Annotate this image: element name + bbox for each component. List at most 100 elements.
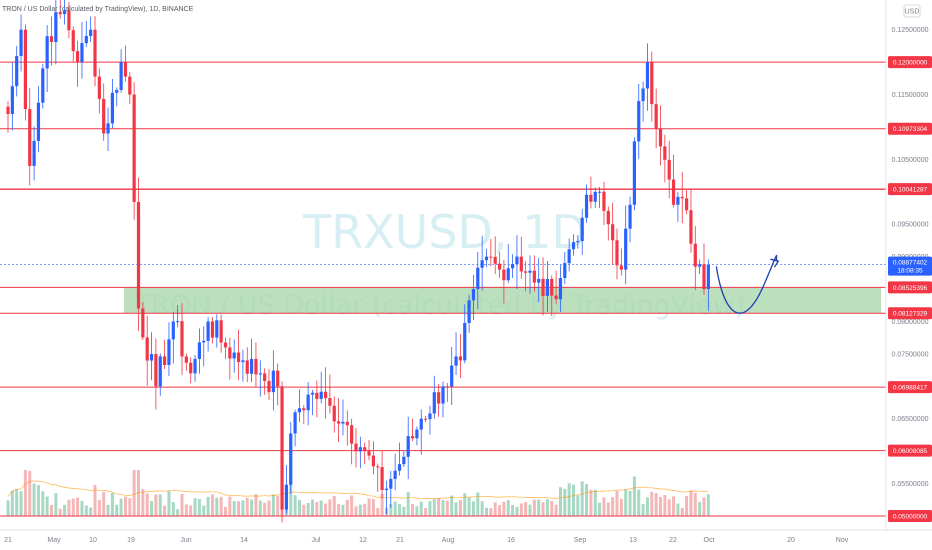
candle-body[interactable] xyxy=(458,356,462,361)
support-zone[interactable] xyxy=(124,287,881,314)
candle-body[interactable] xyxy=(441,386,445,404)
candle-body[interactable] xyxy=(624,228,628,270)
candle-body[interactable] xyxy=(428,413,432,420)
candle-body[interactable] xyxy=(397,464,402,471)
candle-body[interactable] xyxy=(663,146,667,160)
candle-body[interactable] xyxy=(250,358,254,374)
candle-body[interactable] xyxy=(89,29,93,36)
candle-body[interactable] xyxy=(406,436,410,457)
candle-body[interactable] xyxy=(480,260,484,268)
candle-body[interactable] xyxy=(110,92,114,124)
candle-body[interactable] xyxy=(289,433,293,485)
candle-body[interactable] xyxy=(280,386,284,510)
support-zone-rect[interactable] xyxy=(124,287,881,314)
candle-body[interactable] xyxy=(62,10,67,15)
candle-body[interactable] xyxy=(319,391,323,399)
candle-body[interactable] xyxy=(241,360,245,363)
candle-body[interactable] xyxy=(645,62,650,89)
candle-body[interactable] xyxy=(484,256,489,261)
candle-body[interactable] xyxy=(445,386,449,388)
candle-body[interactable] xyxy=(519,256,523,272)
candle-body[interactable] xyxy=(180,321,184,357)
candle-body[interactable] xyxy=(450,365,454,387)
candle-body[interactable] xyxy=(567,249,571,264)
candle-body[interactable] xyxy=(10,86,14,115)
candle-body[interactable] xyxy=(415,429,419,439)
candle-body[interactable] xyxy=(128,76,132,95)
candle-body[interactable] xyxy=(589,194,593,202)
candle-body[interactable] xyxy=(689,210,693,244)
candle-body[interactable] xyxy=(619,265,623,270)
candle-body[interactable] xyxy=(202,340,206,343)
candle-body[interactable] xyxy=(149,354,154,361)
candle-body[interactable] xyxy=(463,322,467,361)
candle-body[interactable] xyxy=(698,264,702,267)
candle-body[interactable] xyxy=(71,30,75,52)
candle-body[interactable] xyxy=(576,241,580,243)
currency-button[interactable] xyxy=(903,4,921,18)
candle-body[interactable] xyxy=(171,321,175,340)
candle-body[interactable] xyxy=(276,370,280,387)
candle-body[interactable] xyxy=(76,51,80,63)
candle-body[interactable] xyxy=(136,201,141,309)
candle-body[interactable] xyxy=(584,194,589,218)
candle-body[interactable] xyxy=(650,62,654,105)
candle-body[interactable] xyxy=(611,224,615,241)
candle-body[interactable] xyxy=(628,204,632,229)
candle-body[interactable] xyxy=(115,89,119,93)
candle-body[interactable] xyxy=(402,456,406,465)
candle-body[interactable] xyxy=(232,352,236,359)
candle-body[interactable] xyxy=(49,36,54,43)
candle-body[interactable] xyxy=(471,289,476,301)
candle-body[interactable] xyxy=(598,191,602,193)
candle-body[interactable] xyxy=(350,425,354,444)
candle-body[interactable] xyxy=(197,342,201,359)
candle-body[interactable] xyxy=(658,128,663,147)
candle-body[interactable] xyxy=(210,321,215,338)
candle-body[interactable] xyxy=(223,342,228,348)
plot-area[interactable] xyxy=(0,0,886,530)
candle-body[interactable] xyxy=(236,352,241,363)
candle-body[interactable] xyxy=(376,466,380,468)
candle-body[interactable] xyxy=(310,392,315,395)
candle-body[interactable] xyxy=(219,320,223,343)
candle-body[interactable] xyxy=(615,240,619,266)
candle-body[interactable] xyxy=(341,421,345,424)
candle-body[interactable] xyxy=(580,217,584,242)
candle-body[interactable] xyxy=(84,35,88,44)
candle-body[interactable] xyxy=(393,470,397,479)
candle-body[interactable] xyxy=(97,76,101,99)
candle-body[interactable] xyxy=(6,106,10,115)
candle-body[interactable] xyxy=(602,191,606,211)
candle-body[interactable] xyxy=(258,373,262,375)
candle-body[interactable] xyxy=(106,123,110,134)
candle-body[interactable] xyxy=(19,29,23,57)
candle-body[interactable] xyxy=(141,308,145,338)
candle-body[interactable] xyxy=(389,478,393,489)
candle-body[interactable] xyxy=(28,109,32,166)
candle-body[interactable] xyxy=(506,268,510,281)
candle-body[interactable] xyxy=(528,270,532,273)
candle-body[interactable] xyxy=(550,278,554,296)
candle-body[interactable] xyxy=(432,392,436,414)
candle-body[interactable] xyxy=(41,68,45,103)
candle-body[interactable] xyxy=(632,141,636,205)
candle-body[interactable] xyxy=(271,370,275,393)
candle-body[interactable] xyxy=(685,198,689,211)
candle-body[interactable] xyxy=(537,278,541,283)
candle-body[interactable] xyxy=(541,278,545,296)
candle-body[interactable] xyxy=(45,36,49,69)
candle-body[interactable] xyxy=(563,263,567,279)
candle-body[interactable] xyxy=(571,242,576,250)
candle-body[interactable] xyxy=(467,300,471,323)
candle-body[interactable] xyxy=(176,321,180,323)
candle-body[interactable] xyxy=(154,354,158,387)
candle-body[interactable] xyxy=(332,405,336,422)
candle-body[interactable] xyxy=(54,12,58,43)
candle-body[interactable] xyxy=(524,271,528,273)
candle-body[interactable] xyxy=(363,447,367,452)
candle-body[interactable] xyxy=(654,104,658,129)
candle-body[interactable] xyxy=(93,29,97,77)
candle-body[interactable] xyxy=(145,337,149,361)
